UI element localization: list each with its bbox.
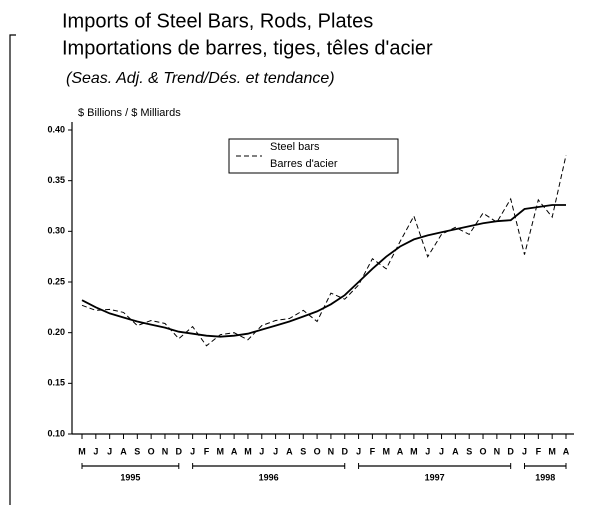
y-tick-label: 0.10	[47, 428, 65, 438]
chart-title-fr: Importations de barres, tiges, têles d'a…	[62, 37, 433, 59]
y-axis-label: $ Billions / $ Milliards	[78, 107, 181, 119]
x-tick-label: S	[300, 446, 306, 456]
x-tick-label: A	[120, 446, 127, 456]
year-label: 1997	[425, 472, 445, 482]
x-tick-label: N	[494, 446, 501, 456]
x-tick-label: S	[134, 446, 140, 456]
x-tick-label: A	[286, 446, 293, 456]
x-tick-label: M	[217, 446, 225, 456]
x-tick-label: A	[452, 446, 459, 456]
x-tick-label: J	[522, 446, 527, 456]
x-tick-label: F	[204, 446, 210, 456]
x-tick-label: J	[439, 446, 444, 456]
y-tick-label: 0.20	[47, 327, 65, 337]
legend-label: Steel bars	[270, 141, 320, 153]
year-label: 1996	[259, 472, 279, 482]
x-tick-label: F	[536, 446, 542, 456]
y-tick-label: 0.40	[47, 124, 65, 134]
x-tick-label: M	[78, 446, 86, 456]
x-tick-label: J	[107, 446, 112, 456]
x-tick-label: O	[148, 446, 155, 456]
x-tick-label: M	[548, 446, 556, 456]
legend-label: Barres d'acier	[270, 158, 338, 170]
y-tick-label: 0.25	[47, 276, 65, 286]
x-tick-label: F	[370, 446, 376, 456]
x-tick-label: N	[328, 446, 335, 456]
x-tick-label: J	[425, 446, 430, 456]
y-tick-label: 0.35	[47, 175, 65, 185]
year-label: 1995	[120, 472, 140, 482]
x-tick-label: A	[563, 446, 570, 456]
x-tick-label: S	[466, 446, 472, 456]
x-tick-label: D	[341, 446, 348, 456]
x-tick-label: O	[314, 446, 321, 456]
x-tick-label: M	[244, 446, 252, 456]
x-tick-label: D	[176, 446, 183, 456]
x-tick-label: J	[93, 446, 98, 456]
trend-line	[81, 204, 566, 338]
year-label: 1998	[535, 472, 555, 482]
x-tick-label: A	[397, 446, 404, 456]
bracket	[9, 34, 16, 505]
x-tick-label: M	[382, 446, 390, 456]
raw-line	[81, 155, 567, 347]
y-tick-label: 0.15	[47, 378, 65, 388]
x-tick-label: J	[356, 446, 361, 456]
x-tick-label: O	[480, 446, 487, 456]
x-tick-label: J	[273, 446, 278, 456]
chart-title: Imports of Steel Bars, Rods, Plates	[62, 10, 373, 32]
x-tick-label: D	[507, 446, 514, 456]
x-tick-label: A	[231, 446, 238, 456]
chart-subtitle: (Seas. Adj. & Trend/Dés. et tendance)	[66, 70, 335, 87]
legend-box	[228, 138, 399, 174]
x-tick-label: J	[190, 446, 195, 456]
x-tick-label: N	[162, 446, 169, 456]
x-tick-label: J	[259, 446, 264, 456]
y-tick-label: 0.30	[47, 226, 65, 236]
x-tick-label: M	[410, 446, 418, 456]
